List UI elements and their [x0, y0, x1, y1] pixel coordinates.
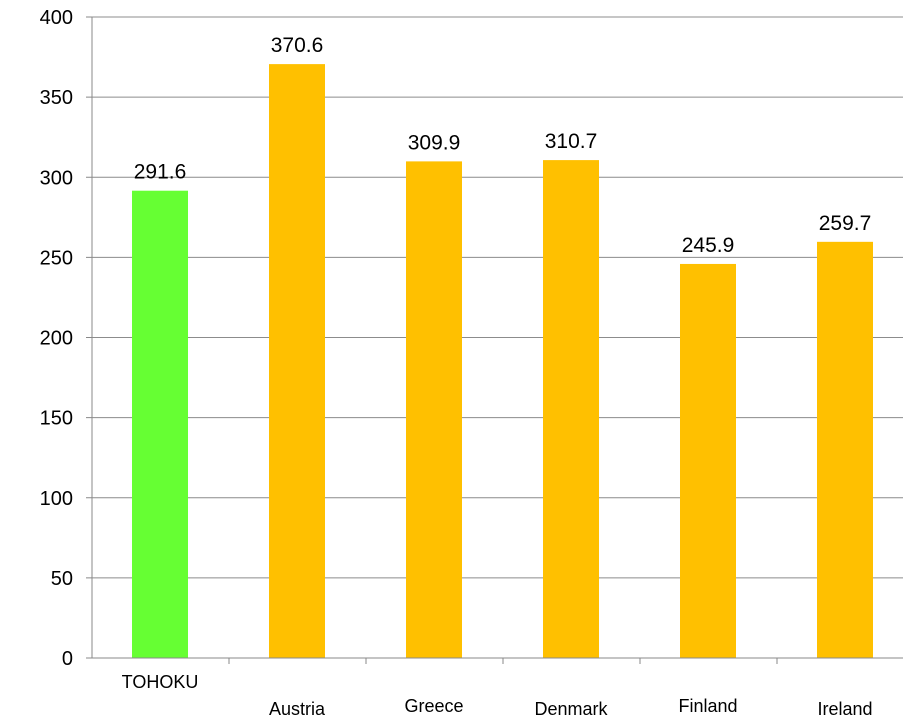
y-tick-labels: 0 50 100 150 200 250 300 350 400 — [40, 7, 73, 670]
y-tick-label: 50 — [51, 568, 73, 590]
y-tick-label: 300 — [40, 167, 73, 189]
x-tick-label: TOHOKU — [122, 672, 199, 692]
y-tick-label: 400 — [40, 7, 73, 29]
y-tick-label: 0 — [62, 648, 73, 670]
bar-finland — [680, 263, 736, 658]
bar-ireland — [817, 241, 873, 658]
x-tick-label: Austria — [269, 699, 326, 719]
x-tick-label: Finland — [678, 696, 737, 716]
data-label: 310.7 — [545, 130, 598, 153]
bar-denmark — [543, 160, 599, 658]
y-tick-label: 250 — [40, 247, 73, 269]
bars — [132, 64, 873, 658]
bar-tohoku — [132, 190, 188, 658]
x-tick-label: Greece — [404, 696, 463, 716]
y-tick-label: 100 — [40, 488, 73, 510]
data-label: 309.9 — [408, 131, 461, 154]
y-tick-label: 150 — [40, 408, 73, 430]
data-labels: 291.6 370.6 309.9 310.7 245.9 259.7 — [134, 34, 872, 257]
data-label: 245.9 — [682, 234, 735, 257]
bar-greece — [406, 161, 462, 658]
data-label: 259.7 — [819, 212, 872, 235]
gridlines — [86, 16, 903, 664]
data-label: 291.6 — [134, 161, 187, 184]
x-tick-label: Denmark — [534, 699, 608, 719]
data-label: 370.6 — [271, 34, 324, 57]
bar-austria — [269, 64, 325, 658]
y-tick-label: 200 — [40, 328, 73, 350]
x-tick-label: Ireland — [817, 699, 872, 719]
x-tick-labels: TOHOKU Austria Greece Denmark Finland Ireland — [122, 672, 873, 719]
y-tick-label: 350 — [40, 87, 73, 109]
